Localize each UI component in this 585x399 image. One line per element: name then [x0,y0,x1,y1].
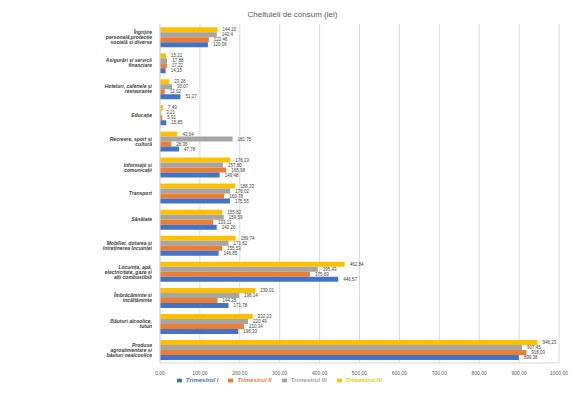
svg-text:17,22: 17,22 [171,63,184,69]
svg-text:Îngrijirepersonală,protecțieso: Îngrijirepersonală,protecțiesocială și d… [105,29,152,45]
svg-text:3,21: 3,21 [166,110,175,116]
svg-text:900,00: 900,00 [511,370,527,376]
svg-text:43,64: 43,64 [182,132,194,137]
svg-text:899,38: 899,38 [524,355,538,360]
svg-text:144,25: 144,25 [222,298,237,303]
svg-text:142,26: 142,26 [222,225,236,230]
svg-text:175,55: 175,55 [235,199,249,204]
svg-text:155,53: 155,53 [227,245,241,251]
svg-text:Asigurări și serviciifinanciar: Asigurări și serviciifinanciare [105,57,153,68]
svg-text:14,15: 14,15 [171,68,183,73]
svg-text:15,21: 15,21 [171,53,183,59]
svg-text:400,00: 400,00 [312,370,328,376]
svg-text:157,80: 157,80 [228,162,242,168]
svg-text:Locuința, apă,electricitate, g: Locuința, apă,electricitate, gaze șialți… [105,264,153,280]
svg-text:165,98: 165,98 [231,167,245,173]
svg-text:5,91: 5,91 [167,115,177,121]
svg-text:Sănătate: Sănătate [131,216,152,222]
svg-text:189,74: 189,74 [240,235,255,241]
svg-text:133,11: 133,11 [218,219,232,225]
svg-text:30,07: 30,07 [177,84,189,90]
svg-text:907,45: 907,45 [527,345,541,351]
svg-text:1000,00: 1000,00 [550,370,568,376]
svg-text:446,57: 446,57 [343,277,357,282]
svg-text:Hoteluri, cafenele șirestauran: Hoteluri, cafenele șirestaurante [105,83,153,94]
svg-text:239,01: 239,01 [260,288,274,293]
svg-text:946,23: 946,23 [543,340,557,345]
svg-text:171,82: 171,82 [233,240,248,246]
html-text:Trimestrul III: Trimestrul III [290,377,327,383]
svg-text:462,84: 462,84 [350,262,364,267]
svg-text:198,14: 198,14 [244,293,258,298]
html-text:Trimestrul II: Trimestrul II [237,377,272,383]
svg-text:600,00: 600,00 [392,370,408,376]
svg-text:210,34: 210,34 [248,324,263,330]
svg-text:700,00: 700,00 [432,370,448,376]
svg-text:Transport: Transport [129,190,153,196]
svg-text:17,88: 17,88 [172,58,184,64]
svg-text:Mobilier, dotarea șiîntreținer: Mobilier, dotarea șiîntreținerea locuinț… [103,240,153,251]
svg-text:375,69: 375,69 [315,272,329,277]
svg-text:Îmbrăcăminte șiîncălțăminte: Îmbrăcăminte șiîncălțăminte [114,292,153,303]
svg-text:159,59: 159,59 [228,214,243,220]
svg-text:100,00: 100,00 [192,370,208,376]
html-text:Trimestrul IV: Trimestrul IV [345,377,383,383]
svg-text:122,46: 122,46 [213,37,228,43]
svg-text:Educație: Educație [131,112,152,118]
svg-text:160,78: 160,78 [229,193,243,199]
svg-text:300,00: 300,00 [272,370,288,376]
svg-text:188,33: 188,33 [240,183,254,189]
svg-text:23,28: 23,28 [174,79,186,85]
svg-text:120,06: 120,06 [213,42,227,47]
svg-text:Informații șicomunicații: Informații șicomunicații [124,162,153,173]
svg-text:7,49: 7,49 [168,105,177,111]
svg-text:144,20: 144,20 [222,27,237,33]
svg-text:200,00: 200,00 [232,370,248,376]
svg-text:176,23: 176,23 [235,157,250,163]
svg-text:155,82: 155,82 [227,209,241,215]
html-text:Trimestrul I: Trimestrul I [185,377,219,383]
svg-text:Recreere, sport șicultură: Recreere, sport șicultură [110,136,153,147]
svg-text:0,00: 0,00 [155,370,165,376]
svg-text:12,02: 12,02 [170,89,182,94]
svg-text:146,85: 146,85 [224,251,238,256]
svg-text:395,43: 395,43 [322,266,337,272]
svg-text:918,03: 918,03 [531,350,546,356]
svg-text:28,36: 28,36 [176,141,188,147]
svg-text:181,75: 181,75 [238,137,252,142]
svg-text:220,49: 220,49 [253,319,267,325]
svg-text:Băuturi alcoolice,tutun: Băuturi alcoolice,tutun [110,318,152,329]
svg-text:800,00: 800,00 [472,370,488,376]
html-text:Cheltuieli de consum (lei): Cheltuieli de consum (lei) [247,10,338,19]
svg-text:176,02: 176,02 [235,188,249,194]
svg-text:47,78: 47,78 [184,147,196,152]
svg-text:15,85: 15,85 [171,120,183,125]
svg-text:142,4: 142,4 [221,32,234,38]
svg-text:149,48: 149,48 [225,173,239,178]
svg-text:51,27: 51,27 [185,94,197,99]
svg-text:232,23: 232,23 [257,314,272,320]
svg-text:196,33: 196,33 [243,329,257,334]
svg-text:Produseagroalimentare șibăutur: Produseagroalimentare șibăuturi nealcool… [106,342,152,358]
svg-text:500,00: 500,00 [352,370,368,376]
svg-text:171,78: 171,78 [234,303,248,308]
